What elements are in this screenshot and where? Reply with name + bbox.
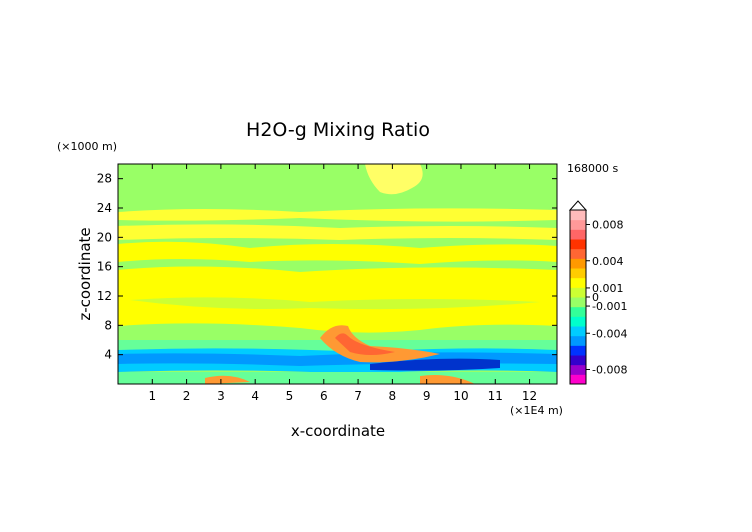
colorbar-tick-label: -0.001 [592,300,627,313]
y-tick-label: 8 [104,318,112,332]
colorbar-tick-label: 0.001 [592,282,624,295]
x-tick-label: 4 [251,389,259,403]
y-tick-label: 20 [97,230,112,244]
colorbar-swatch [570,219,586,230]
field-bottom-green [118,372,557,384]
y-tick-label: 12 [97,289,112,303]
field-band-22 [118,224,557,240]
field-band-upper [118,208,557,222]
y-tick-label: 28 [97,172,112,186]
colorbar-swatch [570,364,586,375]
colorbar-swatch [570,239,586,250]
colorbar-swatch [570,316,586,327]
colorbar-tick-label: 0.004 [592,255,624,268]
colorbar-swatch [570,355,586,366]
field-band-main [118,266,557,333]
field-plume-red [335,333,395,355]
colorbar-swatch [570,335,586,346]
x-unit-label: (×1E4 m) [510,404,563,417]
x-tick-label: 6 [320,389,328,403]
y-tick-label: 16 [97,260,112,274]
colorbar-swatch [570,268,586,279]
field-band-18 [118,241,557,264]
y-tick-label: 4 [104,348,112,362]
heatmap-field [118,164,557,384]
colorbar-swatch [570,277,586,288]
field-low-deepblue [370,358,500,371]
field-plume-orange [320,325,440,363]
colorbar-swatch [570,326,586,337]
chart-title: H2O-g Mixing Ratio [246,119,430,141]
colorbar-tick-label: -0.008 [592,364,627,377]
x-tick-label: 10 [453,389,468,403]
x-tick-label: 7 [354,389,362,403]
colorbar-swatch [570,248,586,259]
colorbar-swatch [570,210,586,221]
y-axis-label: z-coordinate [76,227,94,320]
field-band-mid [130,297,540,310]
x-tick-label: 5 [286,389,294,403]
y-unit-label: (×1000 m) [57,140,117,153]
y-axis: 4 8 12 16 20 24 28 [97,172,557,362]
colorbar-tick-label: -0.004 [592,327,627,340]
colorbar-swatch [570,287,586,298]
colorbar-swatch [570,345,586,356]
x-tick-label: 8 [389,389,397,403]
x-tick-label: 9 [423,389,431,403]
x-tick-label: 2 [183,389,191,403]
field-bottom-orange [205,375,475,384]
colorbar-tick-label: 0 [592,291,599,304]
x-tick-label: 3 [217,389,225,403]
colorbar-tick-label: 0.008 [592,219,624,232]
x-axis: 1 2 3 4 5 6 7 8 9 10 11 12 [148,164,537,403]
x-tick-label: 1 [148,389,156,403]
colorbar-swatch [570,374,586,385]
colorbar-extend-arrow [568,200,588,211]
field-top-plume [365,164,423,195]
colorbar-swatch [570,258,586,269]
time-label: 168000 s [567,162,618,175]
x-tick-label: 12 [522,389,537,403]
colorbar-swatch [570,306,586,317]
plot-frame [117,163,558,385]
x-axis-label: x-coordinate [291,422,385,440]
y-tick-label: 24 [97,201,112,215]
colorbar-swatch [570,229,586,240]
colorbar-swatch [570,297,586,308]
x-tick-label: 11 [488,389,503,403]
